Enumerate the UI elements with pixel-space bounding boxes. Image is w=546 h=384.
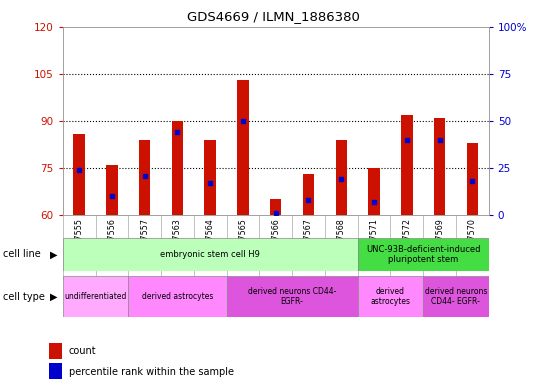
Bar: [270, 199, 282, 215]
Text: GSM997564: GSM997564: [206, 218, 215, 267]
Bar: [63, 276, 128, 317]
Text: embryonic stem cell H9: embryonic stem cell H9: [161, 250, 260, 259]
Text: GSM997571: GSM997571: [370, 218, 378, 267]
Bar: [368, 168, 380, 215]
Text: derived
astrocytes: derived astrocytes: [370, 287, 411, 306]
Bar: [49, 343, 62, 359]
Text: count: count: [69, 346, 97, 356]
Text: GSM997570: GSM997570: [468, 218, 477, 267]
Bar: [434, 118, 446, 215]
Text: derived neurons
CD44- EGFR-: derived neurons CD44- EGFR-: [425, 287, 487, 306]
Bar: [302, 174, 314, 215]
Text: ▶: ▶: [50, 249, 57, 260]
Text: GSM997566: GSM997566: [271, 218, 280, 267]
Bar: [73, 134, 85, 215]
Text: cell type: cell type: [3, 291, 45, 302]
Bar: [358, 238, 489, 271]
Text: GSM997555: GSM997555: [75, 218, 84, 267]
Text: derived astrocytes: derived astrocytes: [142, 292, 213, 301]
Text: GSM997569: GSM997569: [435, 218, 444, 267]
Text: GSM997563: GSM997563: [173, 218, 182, 267]
Bar: [63, 238, 358, 271]
Text: percentile rank within the sample: percentile rank within the sample: [69, 367, 234, 377]
Text: GDS4669 / ILMN_1886380: GDS4669 / ILMN_1886380: [187, 10, 359, 23]
Bar: [49, 363, 62, 379]
Text: GSM997572: GSM997572: [402, 218, 411, 267]
Text: GSM997568: GSM997568: [337, 218, 346, 267]
Bar: [358, 276, 423, 317]
Text: ▶: ▶: [50, 291, 57, 302]
Text: GSM997567: GSM997567: [304, 218, 313, 267]
Text: undifferentiated: undifferentiated: [64, 292, 127, 301]
Bar: [171, 121, 183, 215]
Bar: [204, 140, 216, 215]
Bar: [227, 276, 358, 317]
Text: GSM997557: GSM997557: [140, 218, 149, 267]
Bar: [106, 165, 118, 215]
Text: derived neurons CD44-
EGFR-: derived neurons CD44- EGFR-: [248, 287, 336, 306]
Bar: [238, 80, 249, 215]
Bar: [128, 276, 227, 317]
Bar: [139, 140, 151, 215]
Bar: [335, 140, 347, 215]
Bar: [423, 276, 489, 317]
Bar: [466, 143, 478, 215]
Text: GSM997565: GSM997565: [239, 218, 247, 267]
Bar: [401, 115, 413, 215]
Text: GSM997556: GSM997556: [108, 218, 116, 267]
Text: cell line: cell line: [3, 249, 40, 260]
Text: UNC-93B-deficient-induced
pluripotent stem: UNC-93B-deficient-induced pluripotent st…: [366, 245, 480, 264]
